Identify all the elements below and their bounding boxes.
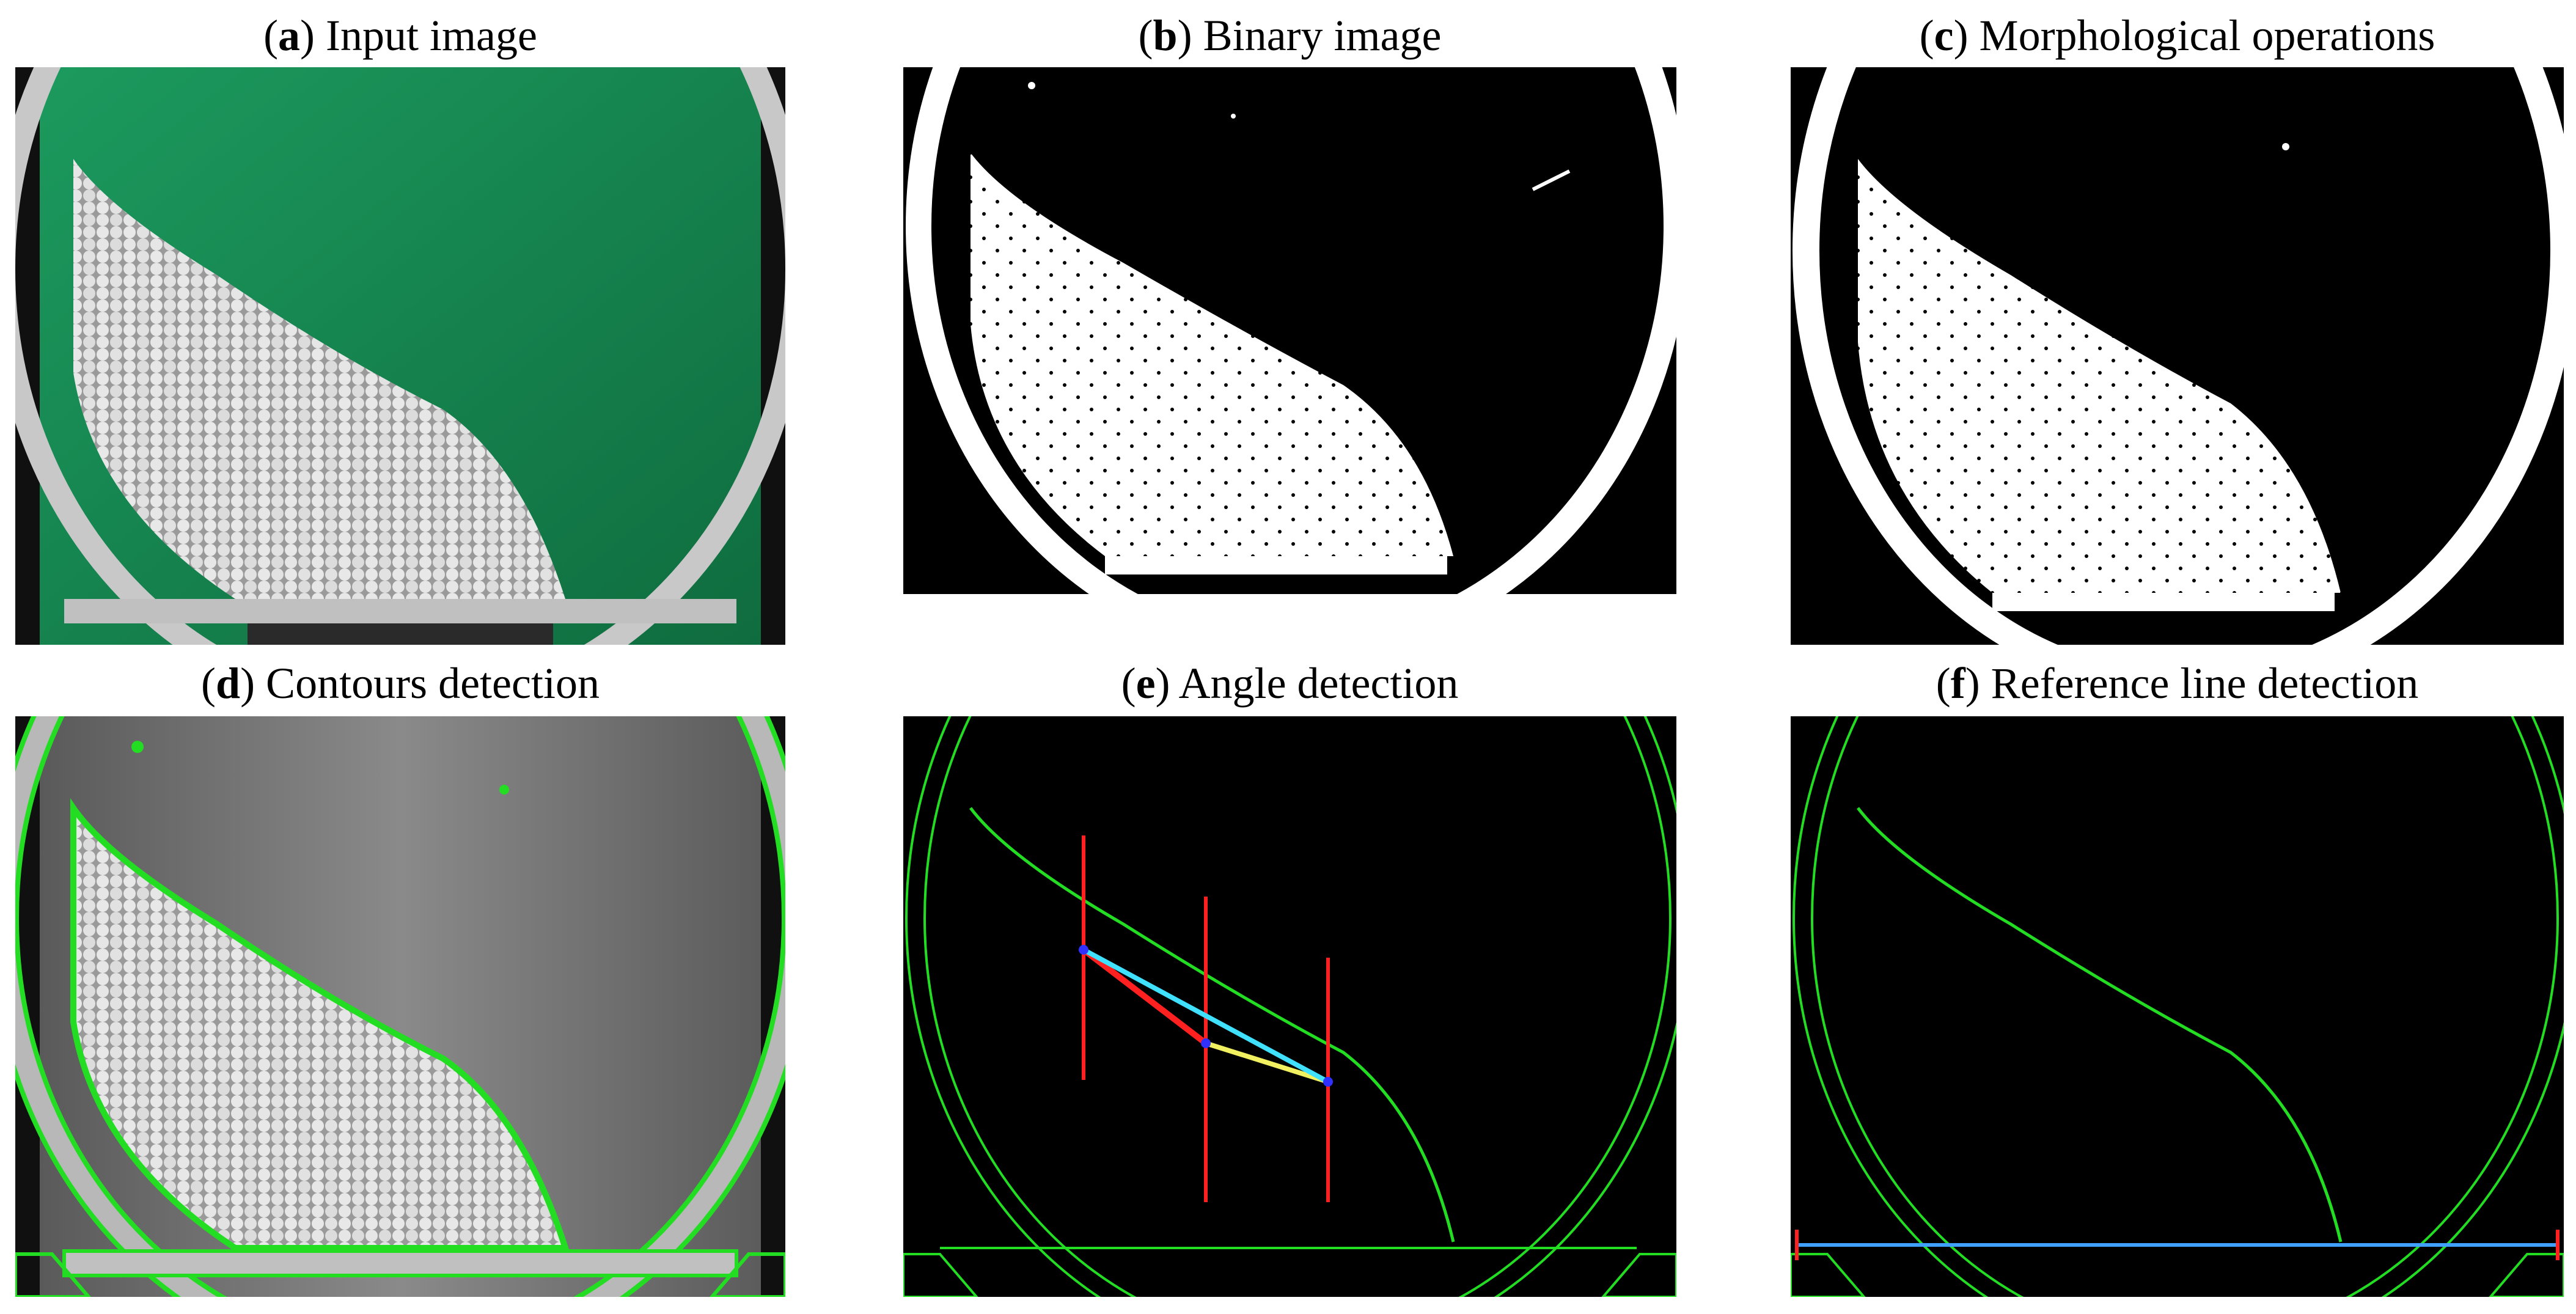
panel-f-letter: f (1950, 659, 1965, 708)
panel-e-caption: (e) Angle detection (1121, 659, 1459, 708)
panel-a-caption: (a) Input image (263, 11, 537, 60)
panel-b: (b) Binary image (903, 0, 1676, 648)
panel-e: (e) Angle detection (903, 648, 1676, 1314)
panel-b-title: Binary image (1203, 11, 1442, 60)
panel-d-title: Contours detection (266, 659, 600, 708)
input-image (15, 67, 785, 645)
panel-b-caption: (b) Binary image (1138, 11, 1442, 60)
panel-c-caption: (c) Morphological operations (1919, 11, 2435, 60)
panel-e-title: Angle detection (1178, 659, 1459, 708)
contours-image (15, 716, 785, 1297)
panel-c: (c) Morphological operations (1791, 0, 2564, 648)
panel-c-letter: c (1934, 11, 1954, 60)
reference-line-image (1791, 716, 2564, 1297)
panel-d-letter: d (216, 659, 241, 708)
panel-f-caption: (f) Reference line detection (1936, 659, 2419, 708)
panel-c-title: Morphological operations (1979, 11, 2435, 60)
panel-f-title: Reference line detection (1991, 659, 2419, 708)
panel-d-caption: (d) Contours detection (201, 659, 600, 708)
panel-d: (d) Contours detection (15, 648, 785, 1314)
panel-a-letter: a (278, 11, 301, 60)
panel-b-letter: b (1153, 11, 1178, 60)
panel-e-letter: e (1136, 659, 1156, 708)
panel-a: (a) Input image (15, 0, 785, 648)
angle-detection-image (903, 716, 1676, 1297)
morphology-image (1791, 67, 2564, 645)
binary-image (903, 67, 1676, 594)
panel-a-title: Input image (326, 11, 537, 60)
panel-f: (f) Reference line detection (1791, 648, 2564, 1314)
